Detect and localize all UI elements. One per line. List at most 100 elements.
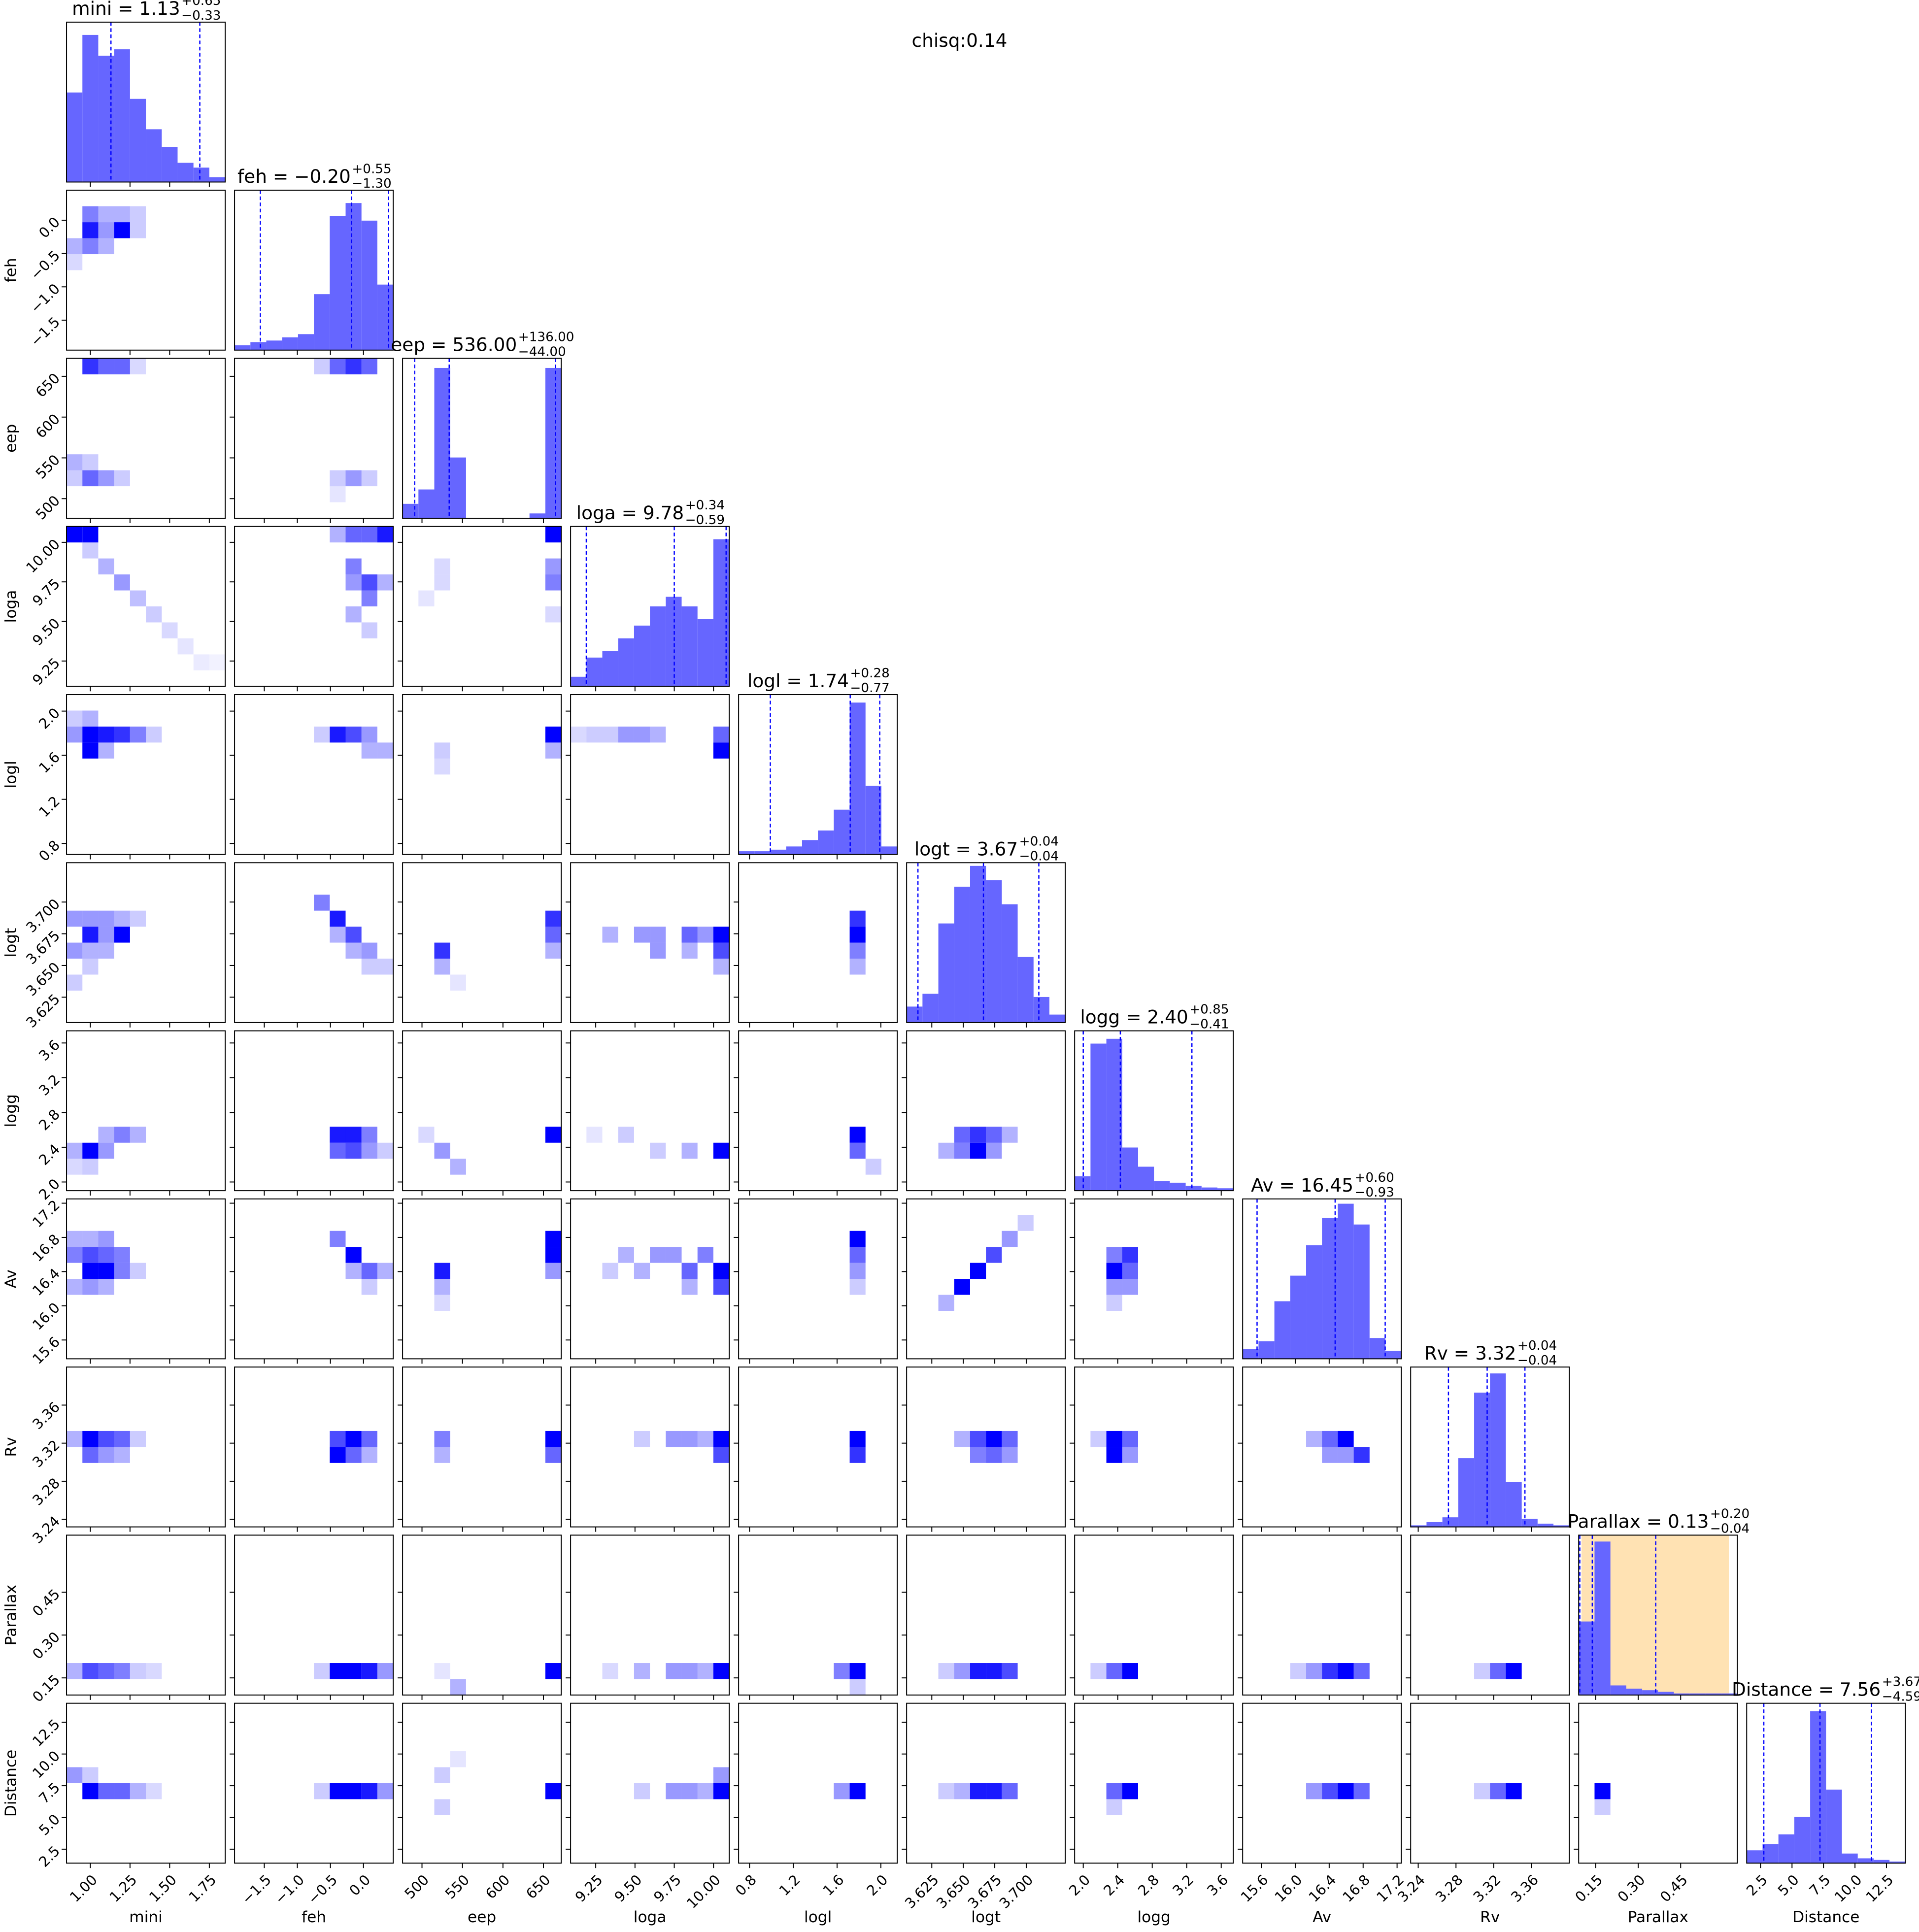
hist2d-cell xyxy=(1474,1783,1490,1799)
y-tick-label: 16.4 xyxy=(29,1265,63,1299)
hist2d-cell xyxy=(377,1263,394,1279)
title-lower: −1.30 xyxy=(352,176,391,191)
hist2d-cell xyxy=(602,1663,618,1679)
hist2d-cell xyxy=(650,1142,666,1159)
title-upper: +0.65 xyxy=(181,0,221,8)
hist2d-cell xyxy=(681,1783,698,1799)
hist2d-cell xyxy=(1002,1431,1018,1447)
panel-frame xyxy=(66,1198,226,1360)
hist2d-panel xyxy=(902,1366,1066,1532)
hist2d-panel xyxy=(398,526,562,692)
hist-bar xyxy=(681,606,698,687)
panel-frame xyxy=(66,1534,226,1696)
hist2d-cell xyxy=(314,895,330,911)
hist2d-cell xyxy=(361,1263,377,1279)
x-axis-label: eep xyxy=(468,1908,496,1926)
x-axis-label: Parallax xyxy=(1628,1908,1688,1926)
hist2d-cell xyxy=(130,222,146,238)
panel-frame xyxy=(234,526,394,687)
hist2d-cell xyxy=(434,1263,450,1279)
panel-frame xyxy=(1074,1366,1234,1528)
x-tick-label: 2.4 xyxy=(1100,1871,1128,1899)
hist2d-panel xyxy=(1406,1534,1570,1700)
hist-bar xyxy=(1778,1834,1794,1864)
hist-bar xyxy=(1306,1245,1322,1359)
hist2d-cell xyxy=(434,1142,450,1159)
histogram-panel xyxy=(1242,1198,1402,1364)
hist-bar xyxy=(1090,1043,1107,1191)
hist2d-cell xyxy=(330,486,346,502)
panel-title: loga = 9.78 xyxy=(576,502,684,524)
hist2d-cell xyxy=(713,927,730,943)
panel-frame xyxy=(1410,1534,1570,1696)
panel-frame xyxy=(906,1534,1066,1696)
panel-frame xyxy=(738,1366,898,1528)
hist2d-cell xyxy=(545,927,562,943)
title-upper: +0.55 xyxy=(352,162,391,176)
hist2d-cell xyxy=(602,726,618,743)
hist2d-cell xyxy=(67,726,83,743)
x-tick-label: 3.650 xyxy=(933,1871,974,1912)
hist2d-cell xyxy=(345,470,362,487)
y-tick-label: 3.700 xyxy=(23,896,63,936)
hist2d-cell xyxy=(114,470,130,487)
y-tick-label: 0.8 xyxy=(35,837,63,865)
hist-bar xyxy=(739,851,755,855)
hist2d-cell xyxy=(970,1142,986,1159)
panel-frame xyxy=(234,1702,394,1864)
hist2d-cell xyxy=(193,654,209,670)
hist-bar xyxy=(834,809,850,855)
y-tick-label: 16.8 xyxy=(29,1231,63,1265)
hist2d-cell xyxy=(545,1663,562,1679)
hist2d-cell xyxy=(361,1447,377,1463)
hist2d-cell xyxy=(697,1783,713,1799)
hist2d-cell xyxy=(1122,1663,1138,1679)
hist2d-cell xyxy=(1106,1663,1122,1679)
hist2d-cell xyxy=(650,927,666,943)
x-tick-label: 3.675 xyxy=(965,1871,1005,1912)
x-tick-label: −0.5 xyxy=(304,1871,340,1907)
hist-bar xyxy=(571,676,587,687)
hist2d-cell xyxy=(1322,1447,1338,1463)
hist2d-cell xyxy=(345,574,362,591)
hist2d-panel xyxy=(1070,1702,1234,1868)
hist2d-cell xyxy=(82,470,99,487)
hist2d-cell xyxy=(82,1767,99,1783)
y-axis-label: logl xyxy=(2,761,20,788)
panel-frame xyxy=(1242,1198,1402,1360)
panel-frame xyxy=(1074,1030,1234,1192)
hist-bar xyxy=(1122,1147,1138,1191)
hist2d-cell xyxy=(1322,1431,1338,1447)
hist2d-cell xyxy=(82,1142,99,1159)
hist2d-cell xyxy=(98,1447,114,1463)
hist2d-cell xyxy=(82,927,99,943)
x-tick-label: 3.28 xyxy=(1432,1871,1466,1905)
hist2d-cell xyxy=(586,1127,603,1143)
hist2d-cell xyxy=(67,942,83,959)
hist2d-cell xyxy=(434,758,450,775)
y-tick-label: 9.75 xyxy=(29,575,63,609)
y-axis-label: Av xyxy=(2,1269,20,1288)
hist2d-panel xyxy=(398,862,562,1028)
hist2d-cell xyxy=(634,1663,650,1679)
hist2d-cell xyxy=(98,726,114,743)
hist-bar xyxy=(1258,1341,1275,1359)
hist2d-cell xyxy=(82,1247,99,1263)
hist-bar xyxy=(1610,1685,1626,1695)
hist2d-cell xyxy=(114,910,130,927)
title-lower: −0.59 xyxy=(685,513,725,528)
x-tick-label: 1.50 xyxy=(146,1871,180,1905)
hist2d-cell xyxy=(1106,1447,1122,1463)
hist-bar xyxy=(1290,1275,1307,1359)
title-upper: +0.60 xyxy=(1355,1170,1394,1185)
hist-bar xyxy=(1017,957,1034,1023)
hist2d-cell xyxy=(849,910,866,927)
hist2d-cell xyxy=(67,1142,83,1159)
hist2d-cell xyxy=(1090,1431,1107,1447)
panel-title: mini = 1.13 xyxy=(72,0,180,19)
title-lower: −44.00 xyxy=(518,344,566,359)
hist2d-cell xyxy=(361,358,377,374)
panel-title: Parallax = 0.13 xyxy=(1568,1510,1709,1532)
hist2d-cell xyxy=(681,927,698,943)
hist2d-cell xyxy=(434,1767,450,1783)
